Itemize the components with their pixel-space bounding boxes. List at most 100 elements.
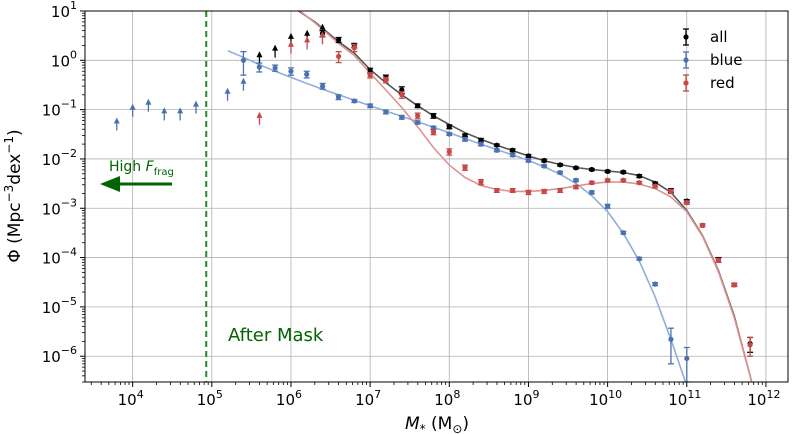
data-point-red: [415, 113, 421, 119]
plot-frame: [84, 10, 789, 383]
data-point-blue: [605, 203, 611, 209]
data-point-blue: [240, 57, 247, 63]
data-point-all: [541, 157, 547, 164]
limit-arrowhead-blue: [129, 103, 136, 110]
data-point-red: [715, 257, 722, 263]
data-point-red: [636, 180, 642, 186]
limit-arrowhead-all: [256, 51, 263, 58]
data-point-blue: [256, 64, 262, 70]
y-tick-label: 100: [51, 48, 77, 70]
limit-arrowhead-all: [319, 23, 326, 30]
data-point-blue: [335, 94, 342, 100]
x-tick-label: 108: [434, 388, 460, 409]
data-point-blue: [415, 119, 421, 126]
data-point-red: [383, 77, 389, 83]
limit-arrowhead-all: [272, 44, 279, 51]
data-point-red: [573, 184, 579, 190]
data-point-blue: [573, 177, 579, 183]
data-point-blue: [304, 71, 310, 77]
limit-arrowhead-blue: [224, 87, 231, 94]
limit-arrowhead-blue: [177, 107, 184, 114]
legend-label-red: red: [710, 74, 735, 92]
data-point-red: [557, 187, 563, 194]
x-tick-label: 104: [118, 388, 144, 409]
data-point-blue: [351, 98, 357, 104]
y-tick-label: 101: [51, 0, 77, 21]
y-tick-label: 10−4: [42, 246, 77, 268]
x-axis-label: M* (M⊙): [405, 414, 469, 434]
limit-arrowhead-blue: [145, 98, 152, 105]
legend-marker-all: [683, 34, 689, 40]
x-tick-label: 1011: [668, 388, 701, 409]
data-point-red: [367, 72, 373, 78]
legend: all blue red: [683, 28, 742, 92]
data-point-red: [510, 187, 516, 194]
data-point-blue: [462, 136, 468, 142]
y-tick-label: 10−6: [42, 344, 77, 366]
x-tick-label: 106: [276, 388, 302, 409]
high-frag-arrow-head: [100, 176, 120, 192]
data-point-blue: [478, 141, 484, 147]
data-point-all: [557, 162, 563, 168]
data-point-red: [684, 200, 690, 206]
data-point-all: [462, 132, 468, 139]
data-point-blue: [272, 65, 278, 71]
data-point-blue: [288, 68, 294, 74]
high-frag-annotation: High Ffrag: [100, 159, 174, 192]
y-tick-label: 10−5: [42, 295, 77, 317]
x-tick-label: 1010: [589, 388, 622, 409]
data-point-all: [494, 142, 500, 148]
plot-area: [113, 11, 754, 382]
x-tick-label: 1012: [747, 388, 780, 409]
data-point-red: [525, 189, 532, 195]
data-point-red: [731, 282, 737, 288]
data-point-blue: [557, 169, 563, 176]
data-point-blue: [494, 147, 500, 153]
data-point-blue: [367, 103, 373, 109]
limit-arrowhead-red: [319, 31, 326, 38]
high-frag-label: High Ffrag: [109, 159, 174, 178]
data-point-red: [478, 179, 484, 185]
data-point-red: [430, 129, 437, 135]
limit-arrowhead-red: [287, 40, 294, 47]
data-point-all: [367, 67, 373, 74]
data-point-red: [699, 222, 706, 228]
grid: [85, 10, 788, 382]
data-point-blue: [684, 355, 690, 362]
data-point-blue: [589, 189, 595, 195]
fit-line-red: [299, 11, 753, 382]
limit-arrowhead-all: [287, 32, 294, 39]
data-point-red: [589, 180, 595, 186]
data-point-red: [541, 188, 547, 194]
data-point-all: [510, 147, 516, 153]
y-tick-label: 10−3: [42, 196, 77, 218]
after-mask-label: After Mask: [228, 325, 324, 346]
data-point-blue: [399, 114, 405, 120]
limit-arrowhead-blue: [240, 77, 247, 84]
data-point-red: [336, 53, 342, 60]
data-point-blue: [620, 230, 626, 236]
data-point-red: [399, 92, 405, 98]
data-point-red: [747, 342, 753, 348]
data-point-blue: [525, 157, 532, 164]
data-point-all: [478, 137, 484, 143]
fit-line-blue: [227, 50, 687, 382]
data-point-all: [605, 168, 611, 174]
data-point-red: [620, 177, 626, 183]
y-axis-label: Φ (Mpc−3dex−1): [2, 129, 25, 262]
data-point-blue: [320, 83, 326, 89]
y-tick-label: 10−1: [42, 98, 77, 120]
data-point-all: [446, 124, 452, 130]
x-tick-label: 109: [513, 388, 539, 409]
data-point-red: [351, 45, 357, 51]
x-tick-label: 105: [197, 388, 223, 409]
data-point-all: [573, 165, 579, 171]
limit-arrowhead-all: [304, 29, 311, 36]
data-markers: [113, 23, 754, 382]
limit-arrowhead-red: [304, 36, 311, 43]
legend-label-blue: blue: [710, 51, 742, 69]
data-point-blue: [430, 125, 437, 131]
data-point-all: [589, 166, 595, 173]
data-point-blue: [383, 109, 389, 115]
